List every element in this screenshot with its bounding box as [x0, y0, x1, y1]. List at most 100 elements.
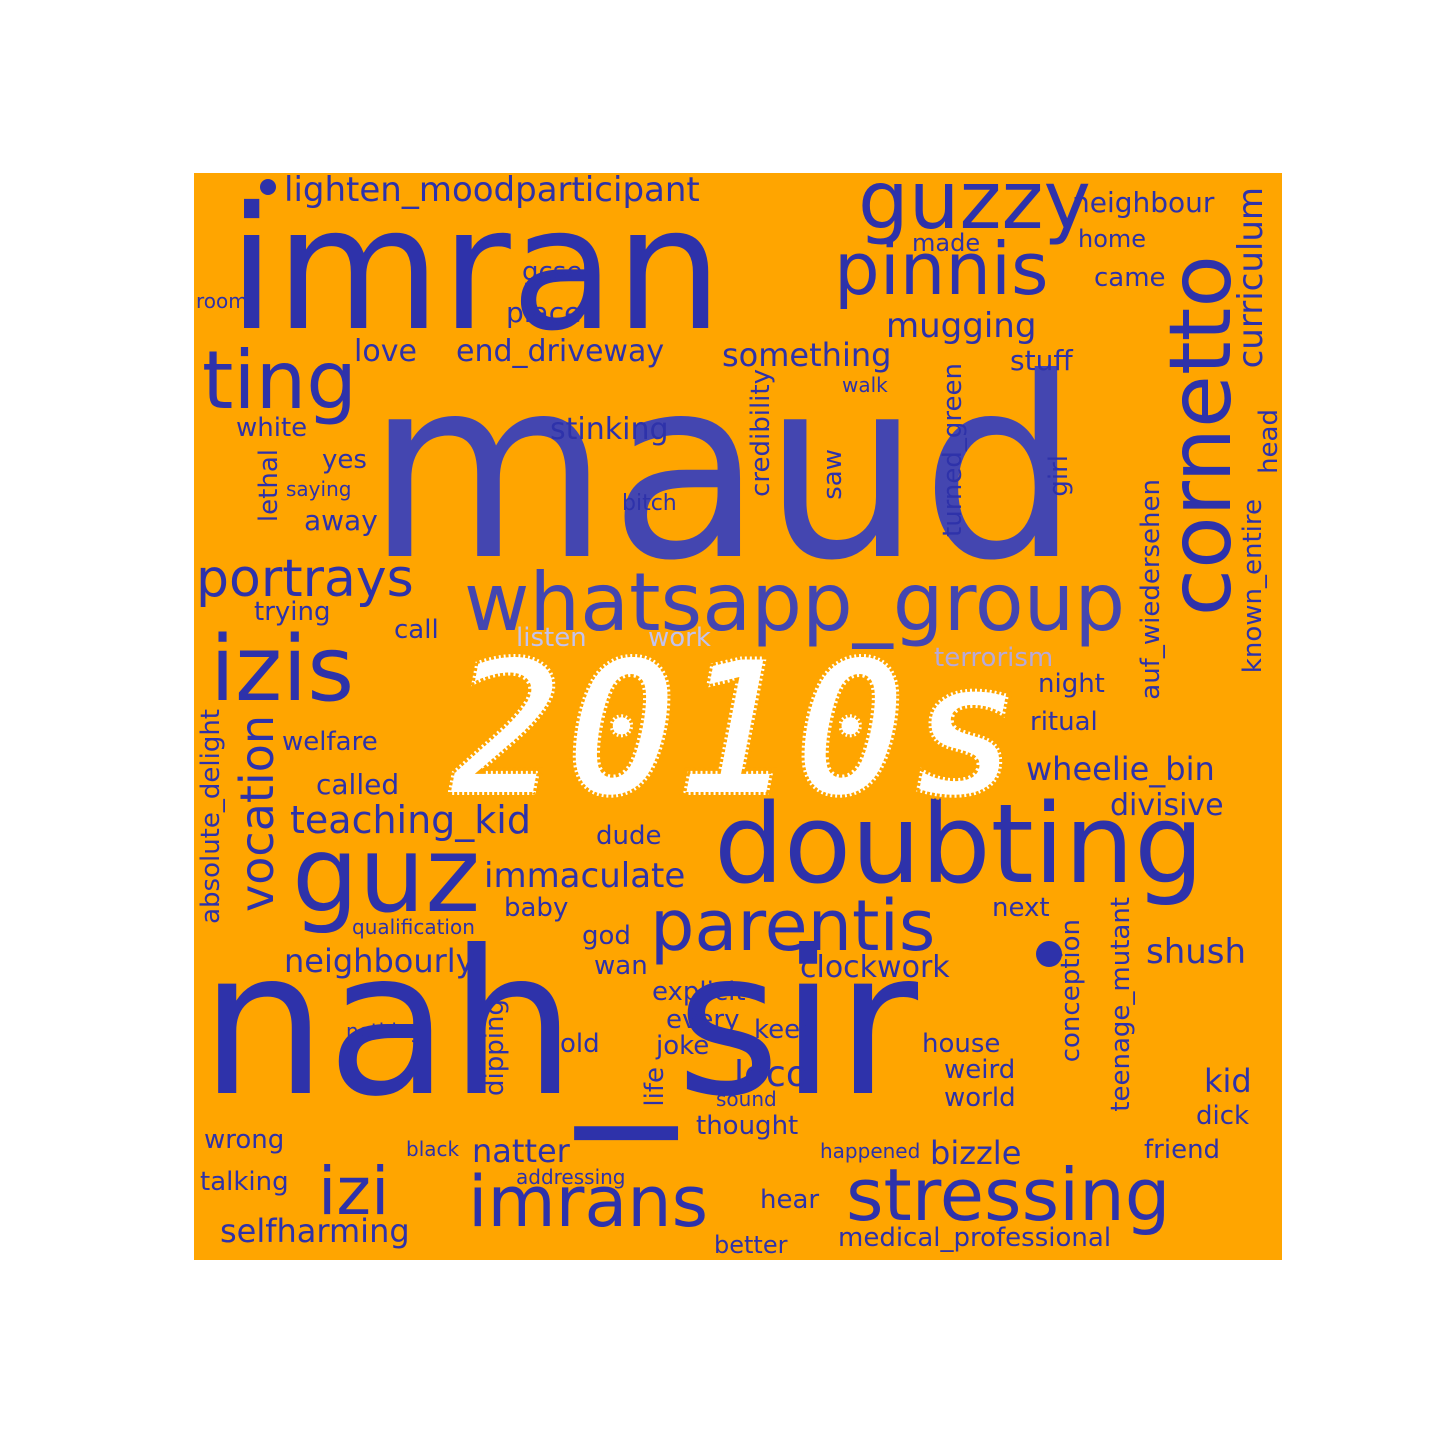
dot [260, 179, 276, 195]
word: maud [366, 324, 1080, 615]
word: kid [1204, 1062, 1252, 1100]
word: imran [228, 173, 723, 369]
word: away [304, 504, 378, 537]
word: ritual [1030, 707, 1098, 737]
word: every [666, 1005, 740, 1035]
word: pinnis [834, 227, 1049, 311]
word: stinking [550, 412, 669, 447]
word: called [316, 768, 400, 801]
word: girl [1044, 455, 1074, 497]
word: saw [818, 449, 848, 500]
word: happened [820, 1139, 921, 1163]
word: dipping [480, 999, 510, 1096]
word: nothing [346, 1019, 423, 1043]
word: vocation [230, 715, 284, 912]
word: neighbour [1072, 186, 1215, 219]
word: friend [1144, 1135, 1221, 1165]
word: call [394, 615, 439, 645]
word: house [922, 1029, 1001, 1059]
word-cloud: maud imran nah_sir doubting whatsapp_gro… [194, 173, 1282, 1260]
word: work [648, 623, 711, 653]
word: saying [286, 477, 352, 501]
overlay-title: 2010s [436, 616, 1036, 843]
word: imrans [468, 1161, 709, 1243]
word: next [992, 893, 1050, 923]
word: world [944, 1083, 1016, 1113]
word: shush [1146, 932, 1247, 972]
word: nah_sir [200, 908, 919, 1141]
word: hear [760, 1185, 820, 1215]
word: explicit [652, 977, 746, 1007]
word: stuff [1010, 344, 1073, 377]
word: curriculum [1231, 187, 1271, 369]
word: made [912, 229, 981, 257]
word: medical_professional [838, 1223, 1112, 1253]
word: lighten_moodparticipant [284, 173, 700, 210]
word: trying [254, 597, 331, 627]
word: gcse [522, 257, 583, 287]
word: old [560, 1029, 600, 1059]
word: weird [944, 1055, 1016, 1085]
word: izis [210, 617, 355, 722]
word: auf_wiedersehen [1136, 479, 1166, 700]
word: place [506, 296, 582, 329]
word: dude [596, 821, 662, 851]
word: room [196, 289, 248, 313]
word: talking [200, 1167, 289, 1197]
word: white [236, 413, 308, 443]
word: teaching_kid [290, 798, 531, 842]
word: loco [734, 1054, 808, 1095]
word: love [354, 334, 417, 369]
word: divisive [1110, 788, 1224, 823]
word: guzzy [858, 173, 1091, 247]
word: doubting [714, 780, 1204, 908]
word: terrorism [934, 643, 1054, 673]
word: bitch [622, 491, 677, 516]
word: selfharming [220, 1212, 410, 1250]
word: clockwork [800, 950, 950, 985]
word: turned_green [938, 363, 968, 537]
word: lethal [254, 449, 284, 523]
word: yes [322, 445, 367, 475]
word: better [714, 1231, 788, 1259]
word: known_entire [1238, 499, 1268, 674]
word: immaculate [484, 856, 686, 896]
word: baby [504, 893, 569, 923]
word: life [640, 1067, 670, 1107]
word: wheelie_bin [1026, 750, 1215, 788]
word: home [1078, 225, 1147, 253]
dot [1036, 941, 1062, 967]
word: portrays [196, 549, 414, 609]
word: natter [472, 1132, 570, 1170]
word: neighbourly [284, 942, 475, 980]
word: whatsapp_group [464, 556, 1126, 649]
word: conception [1056, 919, 1086, 1063]
word: credibility [746, 369, 776, 497]
word: welfare [282, 727, 378, 757]
word: something [722, 336, 892, 374]
word: mugging [886, 306, 1037, 346]
word: sound [716, 1087, 777, 1111]
overlay-title-graphic: 2010s [444, 616, 1025, 843]
word: thought [696, 1111, 799, 1141]
word: joke [656, 1031, 710, 1061]
word: bizzle [930, 1134, 1022, 1172]
word: absolute_delight [196, 709, 226, 924]
word: addressing [516, 1165, 626, 1189]
word: dick [1196, 1101, 1250, 1131]
word: parentis [650, 885, 936, 967]
word: listen [516, 623, 587, 653]
word: came [1094, 263, 1166, 293]
word: stressing [846, 1153, 1171, 1237]
word: wan [594, 951, 648, 981]
word: head [1254, 409, 1282, 474]
word: wrong [204, 1125, 285, 1155]
word: izi [318, 1153, 390, 1230]
word: ting [202, 334, 358, 427]
overlay-title-text: 2010s [447, 640, 1022, 820]
word: guz [292, 814, 481, 936]
word: keep [754, 1015, 817, 1045]
word: qualification [352, 915, 475, 939]
word: god [582, 921, 631, 951]
word: end_driveway [456, 334, 665, 369]
